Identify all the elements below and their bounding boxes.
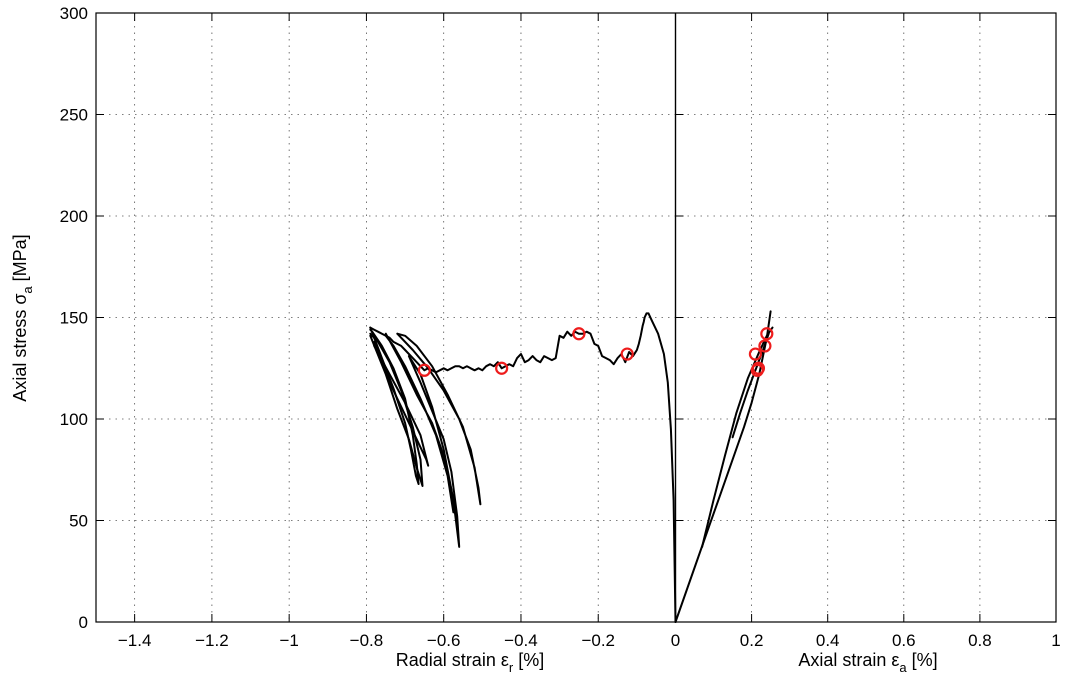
plot-markers (417, 327, 774, 377)
x-tick-label: 0.2 (740, 631, 764, 650)
x-tick-label: 0.6 (892, 631, 916, 650)
x-tick-label: −0.2 (581, 631, 615, 650)
y-tick-label: 250 (60, 106, 88, 125)
grid (96, 13, 1056, 622)
x-tick-label: −0.6 (427, 631, 461, 650)
data-marker (417, 363, 431, 377)
x-axis-label-axial: Axial strain εa [%] (798, 650, 937, 675)
y-axis-label-subscript: a (20, 286, 35, 294)
data-curve (396, 332, 482, 506)
x-tick-label: −0.4 (504, 631, 538, 650)
data-curve (731, 332, 770, 439)
axis-ticks: 0 50 100 150 200 250 300 −1.4 −1.2 −1 −0.8 −0.6 −0.4… (60, 4, 1061, 650)
y-tick-label: 200 (60, 207, 88, 226)
data-curve (373, 340, 430, 467)
data-curve (384, 332, 455, 514)
data-curve (369, 312, 677, 623)
data-marker (748, 347, 763, 361)
x-tick-label: −1 (279, 631, 298, 650)
data-marker (572, 327, 586, 341)
y-tick-label: 300 (60, 4, 88, 23)
data-marker (760, 327, 774, 341)
x-tick-label: −1.2 (195, 631, 229, 650)
x-tick-label: 0.4 (816, 631, 840, 650)
x-axis-label-axial-subscript: a (899, 660, 907, 675)
y-tick-label: 150 (60, 309, 88, 328)
y-tick-label: 50 (69, 512, 88, 531)
y-tick-label: 100 (60, 410, 88, 429)
x-tick-label: 0 (671, 631, 680, 650)
plot-curves (369, 310, 774, 623)
y-axis-label: Axial stress σa [MPa] (10, 234, 35, 401)
x-tick-label: −1.4 (118, 631, 152, 650)
x-tick-label: 1 (1051, 631, 1060, 650)
x-tick-label: 0.8 (968, 631, 992, 650)
data-curve (674, 310, 772, 623)
y-tick-label: 0 (79, 613, 88, 632)
x-axis-label-radial-subscript: r (509, 660, 514, 675)
data-marker (751, 361, 766, 375)
data-curve (407, 355, 461, 548)
data-marker (758, 339, 772, 353)
data-marker (495, 361, 509, 375)
x-tick-label: −0.8 (350, 631, 384, 650)
data-curve (369, 332, 424, 487)
data-marker (620, 347, 634, 361)
x-axis-label-radial: Radial strain εr [%] (396, 650, 544, 675)
